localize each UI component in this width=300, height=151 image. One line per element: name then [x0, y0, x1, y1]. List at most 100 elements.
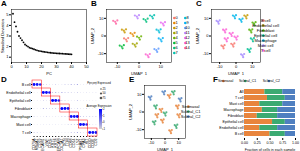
svg-text:UMAP_2: UMAP_2 [90, 27, 95, 44]
svg-text:Scleral_C1: Scleral_C1 [180, 108, 201, 114]
svg-text:UMAP_2: UMAP_2 [195, 27, 200, 44]
html-text:B: B [91, 0, 97, 8]
html-text:E: E [129, 75, 135, 84]
svg-text:UMAP_1: UMAP_1 [228, 71, 245, 76]
svg-text:10: 10 [185, 25, 190, 31]
svg-text:PC: PC [46, 71, 52, 76]
svg-text:B cell: B cell [260, 17, 271, 23]
svg-text:T cell: T cell [22, 131, 31, 135]
svg-text:0.50: 0.50 [267, 141, 274, 145]
svg-text:Fibroblast: Fibroblast [15, 107, 31, 111]
svg-text:40: 40 [69, 64, 74, 69]
svg-text:-10: -10 [217, 64, 224, 69]
svg-text:30: 30 [54, 64, 59, 69]
svg-text:KRT5: KRT5 [50, 138, 55, 148]
svg-text:-1: -1 [103, 127, 106, 131]
svg-text:1: 1 [6, 54, 9, 59]
svg-text:-10: -10 [136, 127, 143, 132]
svg-text:Endothelial cell: Endothelial cell [252, 22, 280, 28]
html-text:C: C [196, 0, 202, 8]
svg-text:10: 10 [158, 64, 163, 69]
svg-text:CD19: CD19 [38, 138, 43, 148]
svg-text:-10: -10 [148, 140, 155, 145]
svg-text:T cell: T cell [261, 48, 271, 53]
svg-text:Fraction of cells in each samp: Fraction of cells in each sample [245, 148, 295, 151]
svg-text:KRT8: KRT8 [53, 138, 58, 148]
svg-text:0: 0 [206, 33, 209, 38]
svg-text:UMAP_1: UMAP_1 [131, 71, 148, 76]
svg-text:UMAP_2: UMAP_2 [128, 103, 133, 120]
svg-text:50: 50 [102, 91, 106, 95]
svg-text:-10: -10 [114, 64, 121, 69]
svg-text:Endothelial cell: Endothelial cell [6, 91, 30, 95]
svg-text:0: 0 [103, 120, 105, 124]
html-text:A: A [1, 0, 7, 8]
svg-text:2: 2 [103, 107, 105, 111]
svg-text:25: 25 [102, 87, 106, 91]
svg-text:10: 10 [204, 16, 209, 21]
svg-text:0: 0 [139, 109, 142, 114]
svg-text:12: 12 [185, 35, 190, 41]
svg-text:All: All [240, 90, 244, 94]
svg-text:10: 10 [99, 16, 104, 21]
svg-text:4: 4 [6, 23, 9, 28]
svg-text:Sinonasal: Sinonasal [181, 103, 200, 109]
svg-text:1: 1 [103, 114, 105, 118]
svg-text:B cell: B cell [22, 83, 31, 87]
svg-text:Epithelial cell: Epithelial cell [223, 120, 244, 124]
svg-text:MS4A1: MS4A1 [35, 138, 40, 151]
svg-text:0: 0 [164, 140, 167, 145]
svg-text:Sinonasal: Sinonasal [218, 79, 234, 83]
svg-text:1.00: 1.00 [292, 141, 299, 145]
svg-text:Epithelial cell: Epithelial cell [10, 99, 31, 103]
svg-text:Macrophage: Macrophage [11, 115, 31, 119]
svg-text:UMAP_1: UMAP_1 [157, 147, 174, 151]
svg-text:50: 50 [84, 64, 89, 69]
svg-text:Endothelial cell: Endothelial cell [219, 126, 243, 130]
svg-text:Scleral_C2: Scleral_C2 [263, 79, 280, 83]
svg-text:Mast cell: Mast cell [16, 123, 30, 127]
svg-text:B cell: B cell [235, 132, 244, 136]
svg-text:Mast cell: Mast cell [257, 42, 274, 48]
svg-text:-10: -10 [203, 51, 210, 56]
svg-text:Percent Expressed: Percent Expressed [87, 81, 111, 85]
svg-text:Scleral_C2: Scleral_C2 [181, 114, 201, 119]
svg-text:0: 0 [138, 64, 141, 69]
svg-text:10: 10 [137, 92, 142, 97]
svg-text:CD79A: CD79A [32, 138, 37, 151]
svg-text:0.75: 0.75 [279, 141, 286, 145]
svg-text:0: 0 [235, 64, 238, 69]
svg-text:3: 3 [6, 33, 9, 38]
svg-text:DCN: DCN [63, 138, 68, 147]
svg-text:7: 7 [175, 50, 178, 55]
svg-text:0.00: 0.00 [241, 141, 248, 145]
svg-text:Macrophage: Macrophage [224, 108, 244, 112]
svg-text:75: 75 [102, 96, 106, 100]
svg-text:Epithelial cell: Epithelial cell [253, 32, 278, 38]
svg-text:0: 0 [10, 64, 13, 69]
svg-text:0: 0 [101, 33, 104, 38]
svg-text:10: 10 [250, 64, 255, 69]
svg-text:20: 20 [39, 64, 44, 69]
svg-text:10: 10 [176, 140, 181, 145]
svg-text:Scleral_C1: Scleral_C1 [239, 79, 256, 83]
svg-text:10: 10 [24, 64, 29, 69]
svg-text:CD2: CD2 [94, 139, 98, 146]
svg-text:0.25: 0.25 [254, 141, 261, 145]
svg-text:2: 2 [6, 44, 9, 49]
svg-text:CDH5: CDH5 [47, 138, 52, 149]
svg-text:VWF: VWF [44, 138, 49, 147]
svg-text:-10: -10 [98, 51, 105, 56]
svg-text:Standard Deviation: Standard Deviation [0, 19, 5, 53]
svg-text:T cell: T cell [235, 96, 244, 100]
svg-text:14: 14 [185, 45, 190, 50]
svg-text:Fibroblast: Fibroblast [256, 27, 275, 33]
svg-text:5: 5 [6, 12, 9, 17]
svg-text:13: 13 [185, 40, 190, 46]
svg-text:Average Expression: Average Expression [87, 104, 112, 108]
html-text:D: D [1, 75, 7, 84]
svg-text:Macrophage: Macrophage [254, 37, 277, 43]
svg-text:Mast cell: Mast cell [229, 102, 243, 106]
svg-text:11: 11 [185, 30, 190, 36]
svg-text:Fibroblast: Fibroblast [228, 114, 244, 118]
